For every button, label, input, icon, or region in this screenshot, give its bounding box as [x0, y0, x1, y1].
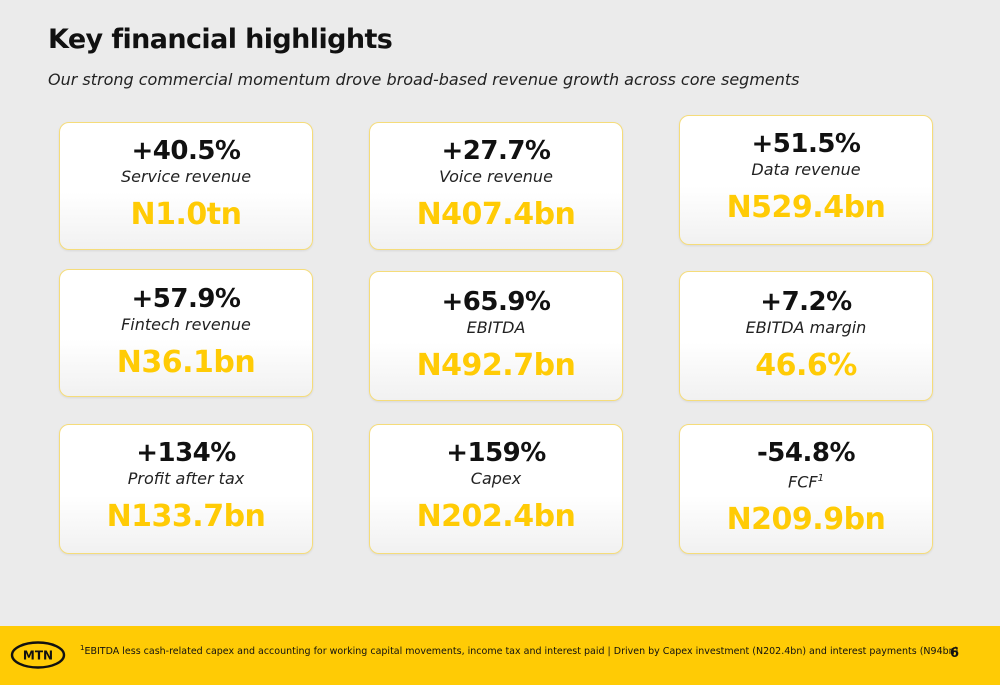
metric-value: N529.4bn	[726, 190, 886, 225]
metric-value: N133.7bn	[106, 499, 266, 534]
change-percent: +51.5%	[751, 129, 862, 159]
footer-bar: MTN 1EBITDA less cash-related capex and …	[0, 626, 1000, 685]
change-percent: +134%	[136, 438, 236, 468]
metric-label: Profit after tax	[127, 469, 245, 488]
metric-value: N407.4bn	[416, 197, 576, 232]
metric-value: N36.1bn	[116, 345, 256, 380]
change-percent: +57.9%	[131, 284, 242, 314]
page-title: Key financial highlights	[48, 24, 393, 55]
metric-value: N1.0tn	[130, 197, 242, 232]
change-percent: +27.7%	[441, 136, 552, 166]
metric-value: N492.7bn	[416, 348, 576, 383]
metric-label: EBITDA margin	[745, 318, 867, 337]
change-percent: +65.9%	[441, 287, 552, 317]
change-percent: +40.5%	[131, 136, 242, 166]
footnote-ref: 1	[817, 473, 824, 484]
highlight-card-profit-after-tax: +134% Profit after tax N133.7bn	[59, 424, 313, 554]
highlight-card-ebitda-margin: +7.2% EBITDA margin 46.6%	[679, 271, 933, 401]
metric-label: Fintech revenue	[121, 315, 251, 334]
highlight-card-fcf: -54.8% FCF1 N209.9bn	[679, 424, 933, 554]
change-percent: +7.2%	[760, 287, 852, 317]
highlight-card-fintech-revenue: +57.9% Fintech revenue N36.1bn	[59, 269, 313, 397]
metric-label: Service revenue	[120, 167, 252, 186]
metric-label-text: FCF	[788, 472, 818, 492]
highlight-card-data-revenue: +51.5% Data revenue N529.4bn	[679, 115, 933, 245]
metric-label: EBITDA	[466, 318, 526, 337]
metric-label: Data revenue	[751, 160, 861, 179]
change-percent: +159%	[446, 438, 546, 468]
footnote: 1EBITDA less cash-related capex and acco…	[80, 644, 958, 657]
highlight-card-ebitda: +65.9% EBITDA N492.7bn	[369, 271, 623, 401]
metric-label: FCF1	[680, 469, 932, 492]
highlight-card-capex: +159% Capex N202.4bn	[369, 424, 623, 554]
highlight-card-service-revenue: +40.5% Service revenue N1.0tn	[59, 122, 313, 250]
metric-label: Capex	[470, 469, 522, 488]
metric-value: 46.6%	[755, 348, 857, 383]
page-subtitle: Our strong commercial momentum drove bro…	[48, 70, 800, 89]
metric-label: Voice revenue	[439, 167, 553, 186]
logo-text: MTN	[23, 649, 53, 663]
highlight-card-voice-revenue: +27.7% Voice revenue N407.4bn	[369, 122, 623, 250]
footnote-marker: 1	[80, 644, 85, 652]
metric-value: N202.4bn	[416, 499, 576, 534]
change-percent: -54.8%	[757, 438, 856, 468]
page-number: 6	[950, 646, 960, 661]
mtn-logo: MTN	[10, 641, 66, 669]
metric-value: N209.9bn	[726, 502, 886, 538]
footnote-text: EBITDA less cash-related capex and accou…	[84, 646, 959, 658]
